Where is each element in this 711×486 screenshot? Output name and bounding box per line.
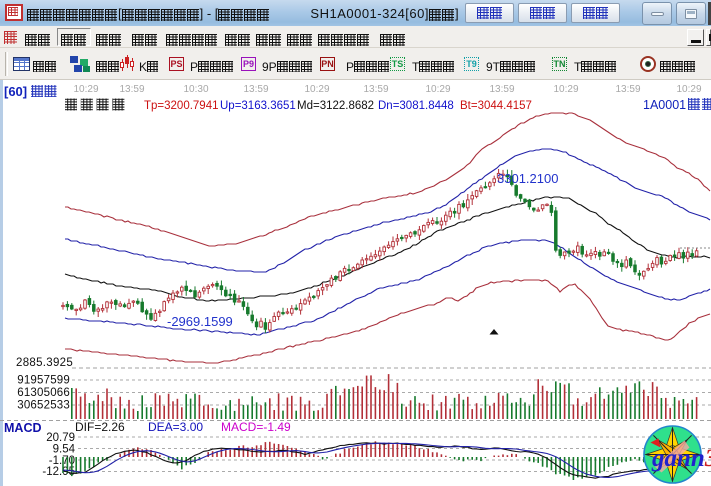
svg-text:Dn=3081.8448: Dn=3081.8448: [378, 100, 454, 112]
svg-text:Up=3163.3651: Up=3163.3651: [220, 100, 296, 112]
svg-text:13:59: 13:59: [489, 84, 514, 95]
svg-text:1A0001: 1A0001: [643, 98, 686, 112]
svg-text:gann3: gann3: [651, 445, 711, 472]
svg-text:91957599: 91957599: [17, 375, 70, 387]
svg-text:20.79: 20.79: [46, 432, 75, 444]
svg-text:9.54: 9.54: [53, 444, 76, 456]
svg-text:DEA=3.00: DEA=3.00: [148, 420, 203, 434]
svg-text:13:59: 13:59: [243, 84, 268, 95]
svg-text:10:29: 10:29: [425, 84, 450, 95]
svg-text:Tp=3200.7941: Tp=3200.7941: [144, 100, 219, 112]
svg-text:10:29: 10:29: [553, 84, 578, 95]
svg-text:3301.2100: 3301.2100: [497, 171, 558, 186]
svg-text:Md=3122.8682: Md=3122.8682: [297, 100, 374, 112]
svg-text:-12.95: -12.95: [42, 466, 75, 478]
svg-text:10:29: 10:29: [304, 84, 329, 95]
svg-text:10:29: 10:29: [676, 84, 701, 95]
svg-text:30652533: 30652533: [17, 400, 70, 412]
svg-text:MACD=-1.49: MACD=-1.49: [221, 420, 291, 434]
svg-text:10:29: 10:29: [73, 84, 98, 95]
svg-text:13:59: 13:59: [615, 84, 640, 95]
svg-text:MACD: MACD: [4, 421, 42, 435]
svg-text:13:59: 13:59: [363, 84, 388, 95]
svg-text:61305066: 61305066: [17, 387, 70, 399]
svg-text:2885.3925: 2885.3925: [16, 357, 73, 369]
svg-text:10:30: 10:30: [183, 84, 208, 95]
svg-text:-2969.1599: -2969.1599: [167, 314, 233, 329]
svg-text:13:59: 13:59: [119, 84, 144, 95]
svg-text:Bt=3044.4157: Bt=3044.4157: [460, 100, 532, 112]
svg-text:DIF=2.26: DIF=2.26: [75, 420, 125, 434]
svg-text:-1.70: -1.70: [49, 455, 75, 467]
svg-text:[60]: [60]: [4, 84, 27, 99]
